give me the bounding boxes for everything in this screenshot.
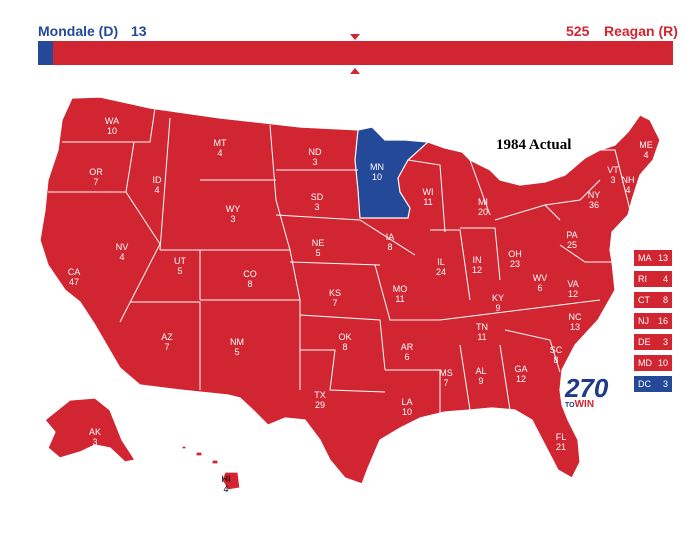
state-label-ks[interactable]: KS 7 [329,288,341,308]
state-label-wy[interactable]: WY 3 [226,204,241,224]
state-label-oh[interactable]: OH 23 [508,249,522,269]
small-state-abbr: MD [638,358,652,368]
state-label-nv[interactable]: NV 4 [116,242,129,262]
rep-candidate-label: Reagan (R) [604,23,678,39]
logo-number: 270 [565,373,609,403]
small-state-box-ri[interactable]: RI 4 [634,271,672,287]
small-state-votes: 8 [662,295,668,305]
state-label-wi[interactable]: WI 11 [423,187,434,207]
state-label-sd[interactable]: SD 3 [311,192,324,212]
state-label-ok[interactable]: OK 8 [338,332,351,352]
state-label-va[interactable]: VA 12 [567,279,578,299]
small-state-votes: 10 [657,358,668,368]
state-label-vt[interactable]: VT 3 [607,165,619,185]
electoral-vote-bar [38,41,673,65]
state-label-nm[interactable]: NM 5 [230,337,244,357]
state-label-in[interactable]: IN 12 [472,255,482,275]
state-label-ms[interactable]: MS 7 [439,368,453,388]
small-state-abbr: DC [638,379,651,389]
small-state-votes: 4 [662,274,668,284]
small-state-abbr: NJ [638,316,649,326]
small-state-votes: 13 [657,253,668,263]
state-label-ut[interactable]: UT 5 [174,256,186,276]
midpoint-marker-bottom [350,68,360,74]
state-label-tx[interactable]: TX 29 [314,390,326,410]
small-state-box-md[interactable]: MD 10 [634,355,672,371]
state-label-ia[interactable]: IA 8 [386,232,395,252]
small-state-votes: 3 [662,379,668,389]
small-state-abbr: MA [638,253,652,263]
state-label-tn[interactable]: TN 11 [476,322,488,342]
hawaii-shape [181,445,241,491]
state-label-az[interactable]: AZ 7 [161,332,173,352]
map-title: 1984 Actual [496,137,572,153]
rep-vote-count: 525 [566,23,590,39]
state-label-id[interactable]: ID 4 [153,175,163,195]
small-state-box-dc[interactable]: DC 3 [634,376,672,392]
logo-to-win: TOWIN [565,399,595,410]
state-label-ca[interactable]: CA 47 [68,267,81,287]
state-label-mo[interactable]: MO 11 [393,284,408,304]
state-label-wv[interactable]: WV 6 [533,273,548,293]
state-label-nd[interactable]: ND 3 [309,147,322,167]
dem-vote-fill [38,41,54,65]
state-label-fl[interactable]: FL 21 [556,432,567,452]
state-label-co[interactable]: CO 8 [243,269,257,289]
small-state-box-de[interactable]: DE 3 [634,334,672,350]
state-label-ne[interactable]: NE 5 [312,238,325,258]
state-label-pa[interactable]: PA 25 [566,230,577,250]
state-label-wa[interactable]: WA 10 [105,116,119,136]
state-label-il[interactable]: IL 24 [436,257,446,277]
state-label-ny[interactable]: NY 36 [588,190,601,210]
state-label-me[interactable]: ME 4 [639,140,653,160]
state-label-la[interactable]: LA 10 [401,397,412,417]
state-label-mt[interactable]: MT 4 [214,138,227,158]
state-label-mi[interactable]: MI 20 [478,197,488,217]
state-label-al[interactable]: AL 9 [475,366,486,386]
state-label-or[interactable]: OR 7 [89,167,103,187]
contiguous-us-shape [39,96,661,485]
alaska-shape [44,397,136,463]
state-label-nc[interactable]: NC 13 [569,312,582,332]
state-label-ak[interactable]: AK 3 [89,427,101,447]
minnesota-shape [354,126,430,219]
small-state-box-nj[interactable]: NJ 16 [634,313,672,329]
small-state-votes: 16 [657,316,668,326]
small-state-abbr: RI [638,274,647,284]
270towin-logo: 270 TOWIN [565,375,608,410]
small-state-votes: 3 [662,337,668,347]
small-state-abbr: DE [638,337,651,347]
state-label-ga[interactable]: GA 12 [514,364,527,384]
dem-candidate-label: Mondale (D) [38,23,119,39]
state-label-sc[interactable]: SC 8 [550,345,563,365]
small-state-box-ma[interactable]: MA 13 [634,250,672,266]
small-state-box-ct[interactable]: CT 8 [634,292,672,308]
state-label-mn[interactable]: MN 10 [370,162,384,182]
state-label-ar[interactable]: AR 6 [401,342,414,362]
state-label-ky[interactable]: KY 9 [492,293,504,313]
dem-vote-count: 13 [131,23,147,39]
state-label-hi[interactable]: HI 4 [222,474,231,494]
state-label-nh[interactable]: NH 4 [622,175,635,195]
midpoint-marker-top [350,34,360,40]
small-state-abbr: CT [638,295,650,305]
